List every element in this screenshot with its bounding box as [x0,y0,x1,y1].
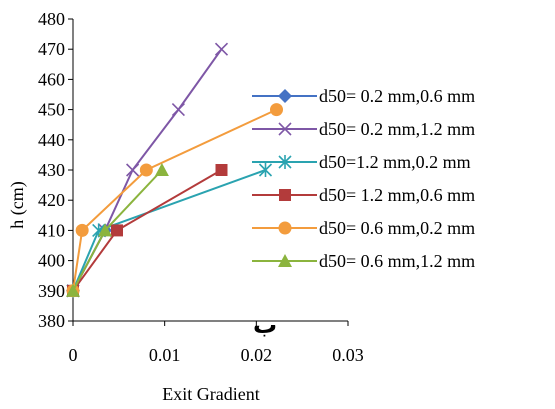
data-point [139,163,153,177]
legend-marker [278,155,292,169]
series-group [66,103,283,298]
series-group [66,163,273,298]
y-tick-label: 380 [38,311,65,331]
y-tick-label: 480 [38,9,65,29]
data-point [214,42,229,56]
legend-item: d50= 0.6 mm,1.2 mm [252,251,475,271]
data-point [98,223,113,237]
series-line [72,169,223,292]
y-tick-label: 450 [38,100,65,120]
legend-label: d50= 0.6 mm,1.2 mm [319,251,475,271]
y-tick-label: 420 [38,190,65,210]
data-point [66,283,80,297]
series-lines [66,42,283,298]
legend-marker [278,89,292,103]
data-point [270,103,283,117]
legend-label: d50=1.2 mm,0.2 mm [319,152,471,172]
x-tick-label: 0.03 [332,345,364,365]
series-group [66,163,169,297]
x-tick-label: 0 [69,345,78,365]
y-tick-label: 460 [38,69,65,89]
data-point [171,103,185,117]
y-tick-label: 440 [38,130,65,150]
y-tick-label: 470 [38,39,65,59]
legend-item: d50= 0.6 mm,0.2 mm [252,218,475,238]
legend-label: d50= 0.2 mm,0.6 mm [319,86,475,106]
data-point [154,163,169,176]
data-point [215,164,228,176]
legend-label: d50= 1.2 mm,0.6 mm [319,185,475,205]
legend-marker [278,221,292,235]
series-group [67,164,228,297]
x-axis-ticks: 0 0.01 0.02 0.03 [69,321,364,365]
legend-item: d50= 0.2 mm,1.2 mm [252,119,475,139]
data-point [111,224,123,237]
x-axis-title: Exit Gradient [162,384,259,404]
data-point [75,223,89,237]
legend: d50= 0.2 mm,0.6 mm d50= 0.2 mm,1.2 mm d50=… [252,86,475,271]
legend-marker [279,189,291,201]
annotation-label: ب [253,311,277,339]
data-point [126,163,140,177]
x-tick-label: 0.02 [241,345,273,365]
legend-item: d50= 0.2 mm,0.6 mm [252,86,475,106]
data-point [258,163,273,177]
series-line [72,108,277,291]
legend-marker [278,254,292,267]
y-tick-label: 390 [38,281,65,301]
y-tick-label: 430 [38,160,65,180]
legend-item: d50= 1.2 mm,0.6 mm [252,185,475,205]
y-axis-ticks: 380 390 400 410 420 430 440 450 460 470 480 [38,9,73,331]
y-axis-title: h (cm) [7,181,28,228]
legend-marker [278,122,292,136]
x-tick-label: 0.01 [149,345,181,365]
legend-item: d50=1.2 mm,0.2 mm [252,152,471,172]
y-tick-label: 410 [38,220,65,240]
legend-label: d50= 0.2 mm,1.2 mm [319,119,475,139]
legend-label: d50= 0.6 mm,0.2 mm [319,218,475,238]
y-tick-label: 400 [38,251,65,271]
